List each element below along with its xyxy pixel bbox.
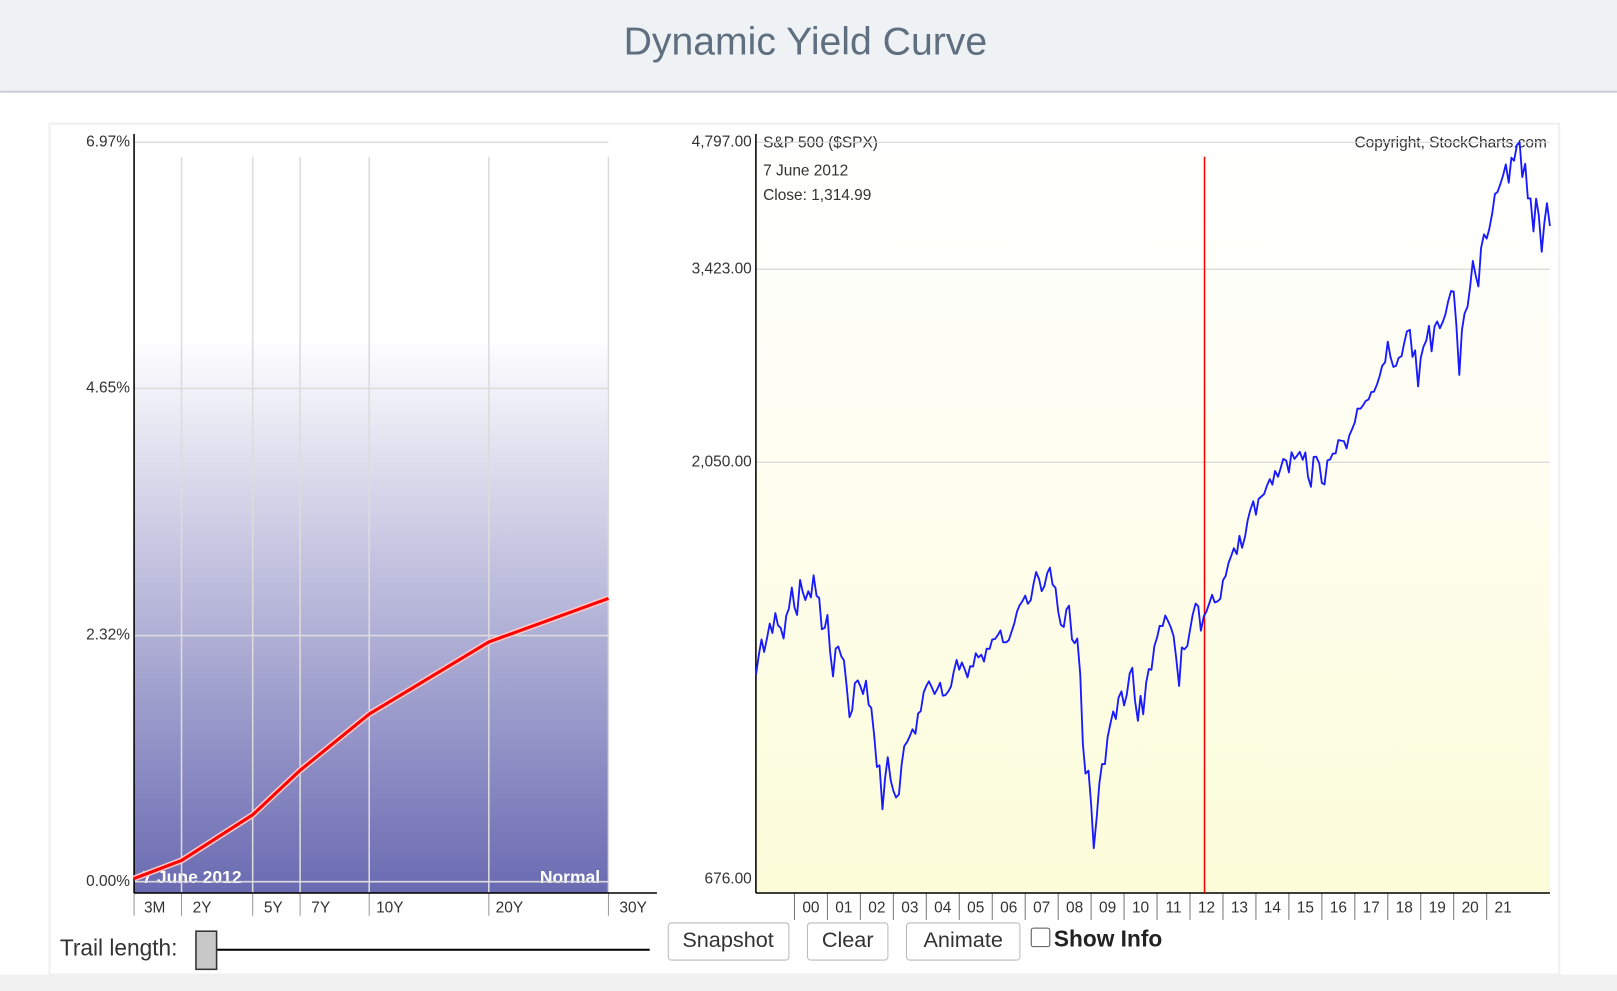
x-tick-label: 19	[1429, 900, 1446, 917]
animate-button[interactable]	[905, 922, 1021, 961]
price-line	[754, 141, 1551, 850]
snapshot-button[interactable]	[667, 922, 790, 961]
yield-plot-background	[134, 142, 609, 894]
footer-strip	[0, 974, 1617, 991]
page-title: Dynamic Yield Curve	[624, 21, 988, 64]
x-tick-label: 16	[1330, 900, 1347, 917]
x-tick-label: 07	[1033, 900, 1050, 917]
x-tick-label: 02	[868, 900, 885, 917]
x-tick-label: 21	[1495, 900, 1512, 917]
spx-plot-background	[755, 142, 1550, 894]
x-tick-label: 11	[1166, 900, 1182, 917]
y-tick-label: 2,050.00	[692, 453, 752, 470]
trail-label: Trail length:	[60, 935, 178, 961]
x-tick-label: 10Y	[376, 900, 404, 917]
animate-button-label[interactable]: Animate	[923, 927, 1002, 952]
x-tick-label: 13	[1231, 900, 1248, 917]
x-tick-label: 05	[967, 900, 984, 917]
x-tick-label: 2Y	[193, 900, 212, 917]
y-tick-label: 2.32%	[86, 627, 130, 644]
x-tick-label: 08	[1066, 900, 1083, 917]
slider-thumb[interactable]	[195, 930, 218, 971]
info-close: Close: 1,314.99	[763, 187, 871, 204]
y-tick-label: 676.00	[705, 871, 752, 888]
y-tick-label: 4.65%	[86, 379, 130, 396]
yield-curve	[133, 597, 609, 880]
x-tick-label: 14	[1264, 900, 1282, 917]
x-tick-label: 5Y	[264, 900, 283, 917]
y-tick-label: 6.97%	[86, 133, 130, 150]
x-tick-label: 20Y	[496, 900, 524, 917]
x-tick-label: 3M	[144, 900, 165, 917]
x-tick-label: 12	[1198, 900, 1215, 917]
show-info-checkbox[interactable]	[1030, 927, 1051, 948]
y-tick-label: 4,797.00	[692, 133, 752, 150]
x-tick-label: 10	[1132, 900, 1149, 917]
header-bar	[0, 0, 1617, 91]
clear-button-label[interactable]: Clear	[822, 927, 874, 952]
x-tick-label: 03	[901, 900, 918, 917]
show-info-label[interactable]: Show Info	[1054, 925, 1162, 951]
x-tick-label: 06	[1000, 900, 1017, 917]
x-tick-label: 7Y	[311, 900, 330, 917]
x-tick-label: 01	[835, 900, 852, 917]
yield-shape-label: Normal	[540, 867, 600, 887]
x-tick-label: 09	[1099, 900, 1116, 917]
info-date: 7 June 2012	[763, 162, 848, 179]
x-tick-label: 17	[1363, 900, 1380, 917]
x-tick-label: 18	[1396, 900, 1413, 917]
y-tick-label: 0.00%	[86, 873, 130, 890]
x-tick-label: 00	[802, 900, 819, 917]
x-tick-label: 04	[934, 900, 952, 917]
x-tick-label: 15	[1297, 900, 1314, 917]
x-tick-label: 20	[1462, 900, 1479, 917]
y-tick-label: 3,423.00	[692, 260, 752, 277]
x-tick-label: 30Y	[619, 900, 646, 917]
snapshot-button-label[interactable]: Snapshot	[682, 927, 773, 952]
clear-button[interactable]	[806, 922, 889, 961]
